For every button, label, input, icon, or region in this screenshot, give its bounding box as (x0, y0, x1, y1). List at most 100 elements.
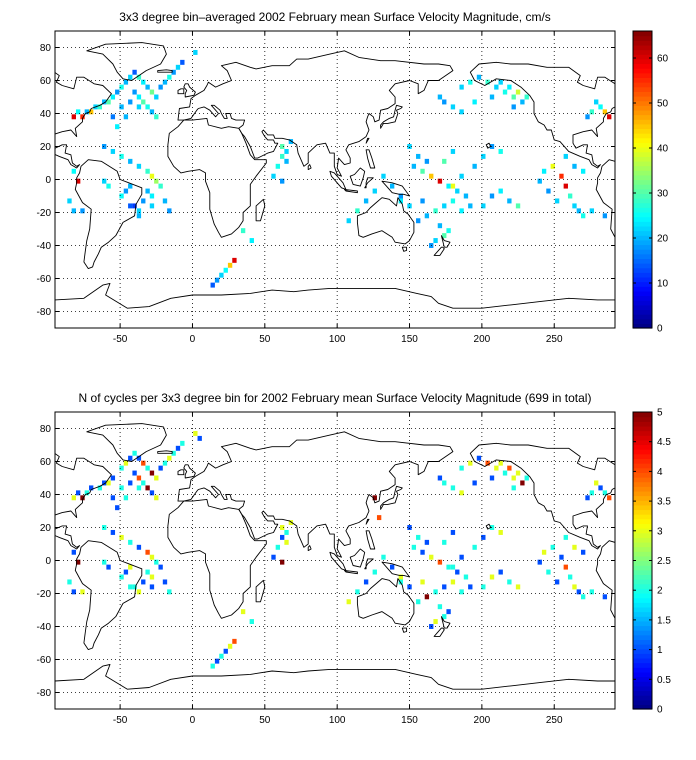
bin-cell (149, 173, 155, 179)
x-tick-label: 200 (474, 715, 491, 726)
coastline (433, 246, 445, 256)
bin-cell (145, 168, 150, 174)
bin-cell (110, 529, 116, 535)
x-tick-label: -50 (113, 334, 128, 345)
bin-cell (554, 579, 560, 585)
bin-cell (433, 589, 438, 595)
coastline (364, 558, 374, 570)
bin-cell (524, 94, 529, 100)
coastline (177, 50, 454, 177)
bin-cell (145, 104, 150, 110)
coastline (469, 442, 615, 550)
bin-cell (433, 238, 438, 244)
bin-cell (167, 208, 172, 214)
bin-cell (145, 465, 150, 471)
coastline (380, 104, 403, 129)
bin-cell (437, 178, 443, 184)
bin-cell (75, 178, 81, 184)
bin-cell (446, 183, 451, 189)
bin-cell (115, 505, 120, 511)
colorbar-tick-label: 60 (657, 54, 669, 65)
bin-cell (550, 163, 555, 169)
bin-cell (494, 84, 499, 90)
bin-cell (472, 163, 477, 169)
coastline (157, 69, 173, 73)
bin-cell (232, 638, 237, 644)
bin-cell (442, 99, 447, 105)
bin-cell (468, 584, 473, 590)
coastline (55, 452, 112, 550)
coastline (365, 518, 370, 525)
bin-cell (389, 183, 395, 189)
bin-cell (119, 574, 124, 580)
bin-cell (346, 599, 351, 605)
colorbar-tick-label: 10 (657, 279, 669, 290)
coastline (401, 627, 408, 633)
bin-cell (429, 173, 434, 179)
y-tick-label: 0 (45, 556, 51, 567)
bin-cell (119, 153, 124, 159)
colorbar: 0 0.5 1 1.5 2 2.5 3 3.5 4 4.5 5 (632, 408, 671, 716)
colorbar-tick-label: 40 (657, 144, 669, 155)
bin-cell (158, 564, 163, 570)
bin-cell (580, 168, 586, 174)
bin-cell (210, 663, 215, 669)
colorbar-tick-label: 50 (657, 99, 669, 110)
coastline (485, 523, 492, 530)
colorbar-tick-label: 3 (657, 526, 663, 537)
bin-cell (424, 158, 430, 164)
bin-cell (411, 163, 417, 169)
bin-cell (563, 564, 568, 570)
bin-cell (136, 104, 142, 110)
bin-cell (424, 539, 430, 545)
bin-cell (554, 198, 560, 204)
bin-cell (437, 559, 443, 565)
bin-cell (102, 178, 107, 184)
coastline (401, 246, 408, 252)
bin-cell (271, 173, 276, 179)
bin-cell (123, 79, 129, 85)
bin-cell (511, 94, 516, 100)
bin-cell (598, 104, 603, 110)
bin-cell (363, 579, 369, 585)
bin-cell (175, 64, 181, 70)
bin-cell (459, 109, 464, 115)
bin-cell (141, 579, 146, 585)
bin-cell (498, 188, 503, 194)
bin-cell (511, 104, 516, 110)
bin-cell (193, 430, 198, 436)
bin-cell (158, 183, 163, 189)
bin-cell (515, 584, 521, 590)
bin-cell (110, 495, 116, 501)
bin-cell (450, 564, 456, 570)
bin-cell (75, 490, 81, 496)
bin-cell (607, 114, 612, 120)
colorbar-tick-label: 3.5 (657, 497, 671, 508)
bin-cell (123, 495, 129, 501)
bin-cell (106, 99, 111, 105)
bin-cell (498, 569, 503, 575)
bin-cell (223, 648, 228, 654)
bin-cell (280, 178, 285, 184)
x-tick-label: 50 (259, 715, 271, 726)
bin-cell (442, 203, 447, 209)
bin-cell (498, 79, 503, 85)
bin-cell (476, 74, 482, 80)
coastline (356, 578, 415, 626)
bin-cell (171, 450, 176, 456)
y-tick-label: 20 (40, 523, 52, 534)
bin-cell (411, 544, 417, 550)
bin-cell (227, 262, 233, 268)
bin-cell (84, 490, 90, 496)
bin-cell (381, 173, 386, 179)
y-tick-label: -40 (37, 622, 52, 633)
bin-cell (594, 480, 599, 486)
y-tick-label: -40 (37, 241, 52, 252)
bin-cell (102, 480, 107, 486)
bin-cell (110, 94, 116, 100)
x-tick-label: 250 (546, 715, 563, 726)
bin-cell (459, 208, 464, 214)
bin-cell (71, 114, 76, 120)
bin-cell (576, 589, 581, 595)
